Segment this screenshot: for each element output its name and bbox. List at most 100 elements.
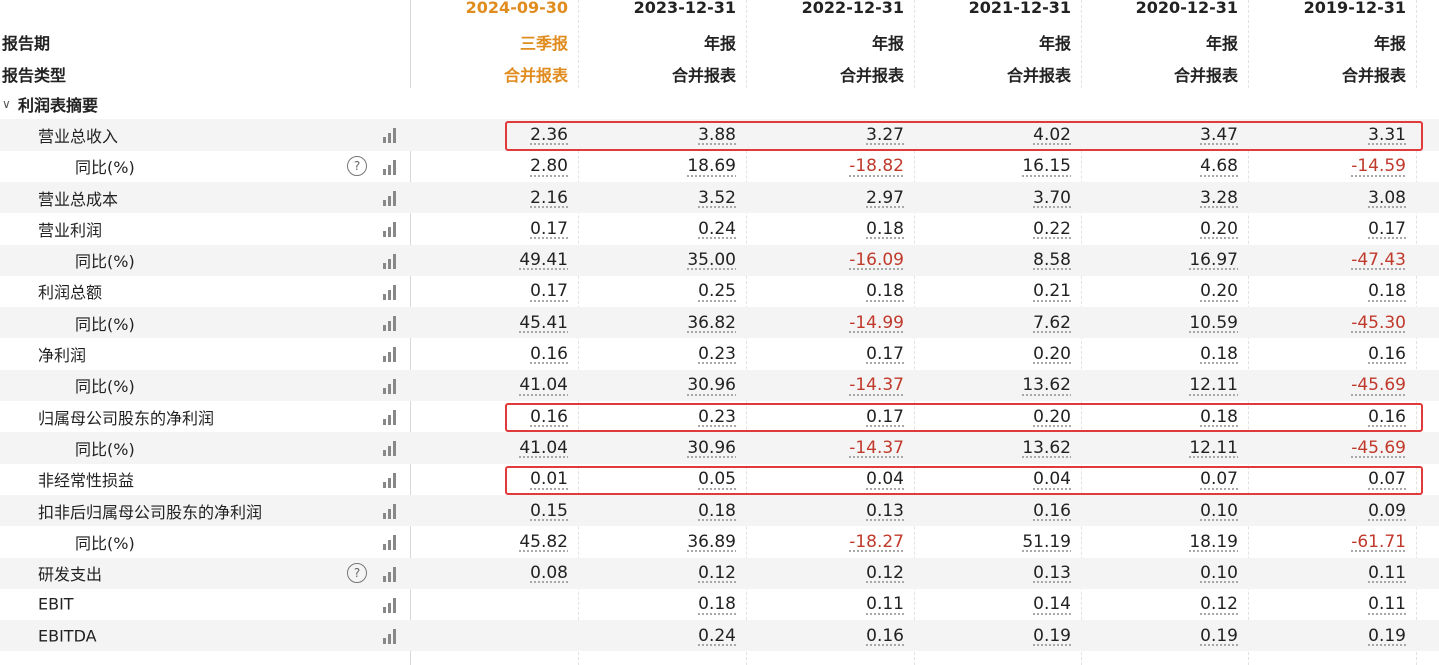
column-header-type[interactable]: 合并报表 [671, 66, 736, 85]
value-cell[interactable]: 0.18 [698, 594, 736, 615]
bar-chart-icon[interactable] [383, 284, 401, 300]
value-cell[interactable]: 0.04 [866, 469, 904, 490]
chevron-down-icon[interactable]: ∨ [2, 96, 11, 111]
value-cell[interactable]: 0.18 [866, 218, 904, 239]
value-cell[interactable]: 0.24 [698, 218, 736, 239]
column-header-date[interactable]: 2020-12-31 [1135, 0, 1238, 17]
column-header-period[interactable]: 年报 [1038, 34, 1071, 53]
value-cell[interactable]: 0.13 [866, 500, 904, 521]
value-cell[interactable]: 3.47 [1200, 124, 1238, 145]
value-cell[interactable]: 0.13 [1033, 563, 1071, 584]
value-cell[interactable]: 30.96 [687, 375, 736, 396]
value-cell[interactable]: 0.11 [1368, 594, 1406, 615]
value-cell[interactable]: 13.62 [1022, 437, 1071, 458]
value-cell[interactable]: -18.82 [849, 156, 904, 177]
bar-chart-icon[interactable] [383, 253, 401, 269]
value-cell[interactable]: 36.82 [687, 312, 736, 333]
value-cell[interactable]: 4.68 [1200, 156, 1238, 177]
value-cell[interactable]: 12.11 [1189, 375, 1238, 396]
value-cell[interactable]: 8.58 [1033, 250, 1071, 271]
bar-chart-icon[interactable] [383, 190, 401, 206]
value-cell[interactable]: -14.99 [849, 312, 904, 333]
value-cell[interactable]: 3.08 [1368, 187, 1406, 208]
column-header-period[interactable]: 年报 [871, 34, 904, 53]
value-cell[interactable]: 45.82 [519, 531, 568, 552]
value-cell[interactable]: 18.19 [1189, 531, 1238, 552]
value-cell[interactable]: 0.19 [1033, 625, 1071, 646]
value-cell[interactable]: -47.43 [1351, 250, 1406, 271]
value-cell[interactable]: 49.41 [519, 250, 568, 271]
bar-chart-icon[interactable] [383, 441, 401, 457]
value-cell[interactable]: 0.01 [530, 469, 568, 490]
value-cell[interactable]: 41.04 [519, 437, 568, 458]
value-cell[interactable]: 0.20 [1033, 344, 1071, 365]
column-header-type[interactable]: 合并报表 [1173, 66, 1238, 85]
value-cell[interactable]: 0.20 [1200, 218, 1238, 239]
value-cell[interactable]: 12.11 [1189, 437, 1238, 458]
value-cell[interactable]: 16.15 [1022, 156, 1071, 177]
value-cell[interactable]: 2.80 [530, 156, 568, 177]
bar-chart-icon[interactable] [383, 222, 401, 238]
value-cell[interactable]: 0.16 [1033, 500, 1071, 521]
value-cell[interactable]: 3.70 [1033, 187, 1071, 208]
value-cell[interactable]: 41.04 [519, 375, 568, 396]
value-cell[interactable]: -45.30 [1351, 312, 1406, 333]
bar-chart-icon[interactable] [383, 503, 401, 519]
value-cell[interactable]: -16.09 [849, 250, 904, 271]
value-cell[interactable]: 3.28 [1200, 187, 1238, 208]
column-header-date[interactable]: 2019-12-31 [1303, 0, 1406, 17]
value-cell[interactable]: 0.18 [866, 281, 904, 302]
value-cell[interactable]: 10.59 [1189, 312, 1238, 333]
value-cell[interactable]: 0.12 [698, 563, 736, 584]
value-cell[interactable]: 2.36 [530, 124, 568, 145]
value-cell[interactable]: -14.37 [849, 375, 904, 396]
value-cell[interactable]: 7.62 [1033, 312, 1071, 333]
value-cell[interactable]: 0.17 [866, 406, 904, 427]
bar-chart-icon[interactable] [383, 535, 401, 551]
value-cell[interactable]: 0.17 [530, 281, 568, 302]
section-row[interactable]: ∨ 利润表摘要 [0, 88, 1439, 120]
bar-chart-icon[interactable] [383, 378, 401, 394]
value-cell[interactable]: 2.16 [530, 187, 568, 208]
column-header-date[interactable]: 2022-12-31 [801, 0, 904, 17]
value-cell[interactable]: 0.10 [1200, 500, 1238, 521]
value-cell[interactable]: 0.11 [866, 594, 904, 615]
value-cell[interactable]: 2.97 [866, 187, 904, 208]
column-header-date[interactable]: 2021-12-31 [968, 0, 1071, 17]
value-cell[interactable]: 0.20 [1033, 406, 1071, 427]
bar-chart-icon[interactable] [383, 159, 401, 175]
bar-chart-icon[interactable] [383, 316, 401, 332]
value-cell[interactable]: 35.00 [687, 250, 736, 271]
value-cell[interactable]: 0.16 [1368, 344, 1406, 365]
column-header-type[interactable]: 合并报表 [503, 66, 568, 85]
value-cell[interactable]: 0.12 [866, 563, 904, 584]
value-cell[interactable]: 0.10 [1200, 563, 1238, 584]
value-cell[interactable]: -14.59 [1351, 156, 1406, 177]
bar-chart-icon[interactable] [383, 472, 401, 488]
value-cell[interactable]: -61.71 [1351, 531, 1406, 552]
column-header-date[interactable]: 2023-12-31 [633, 0, 736, 17]
value-cell[interactable]: 0.08 [530, 563, 568, 584]
value-cell[interactable]: -45.69 [1351, 375, 1406, 396]
column-header-type[interactable]: 合并报表 [839, 66, 904, 85]
value-cell[interactable]: 13.62 [1022, 375, 1071, 396]
value-cell[interactable]: 18.69 [687, 156, 736, 177]
value-cell[interactable]: 45.41 [519, 312, 568, 333]
value-cell[interactable]: 0.11 [1368, 563, 1406, 584]
value-cell[interactable]: 0.12 [1200, 594, 1238, 615]
value-cell[interactable]: 16.97 [1189, 250, 1238, 271]
help-circle-icon[interactable]: ? [347, 155, 367, 176]
value-cell[interactable]: -14.37 [849, 437, 904, 458]
value-cell[interactable]: 0.25 [698, 281, 736, 302]
bar-chart-icon[interactable] [383, 410, 401, 425]
value-cell[interactable]: 0.18 [1368, 281, 1406, 302]
value-cell[interactable]: 0.16 [1368, 406, 1406, 427]
column-header-period[interactable]: 三季报 [519, 34, 568, 53]
column-header-date[interactable]: 2024-09-30 [465, 0, 568, 17]
value-cell[interactable]: 3.52 [698, 187, 736, 208]
value-cell[interactable]: 0.19 [1368, 625, 1406, 646]
value-cell[interactable]: 0.14 [1033, 594, 1071, 615]
column-header-period[interactable]: 年报 [1373, 34, 1406, 53]
value-cell[interactable]: 0.16 [866, 625, 904, 646]
value-cell[interactable]: 0.22 [1033, 218, 1071, 239]
